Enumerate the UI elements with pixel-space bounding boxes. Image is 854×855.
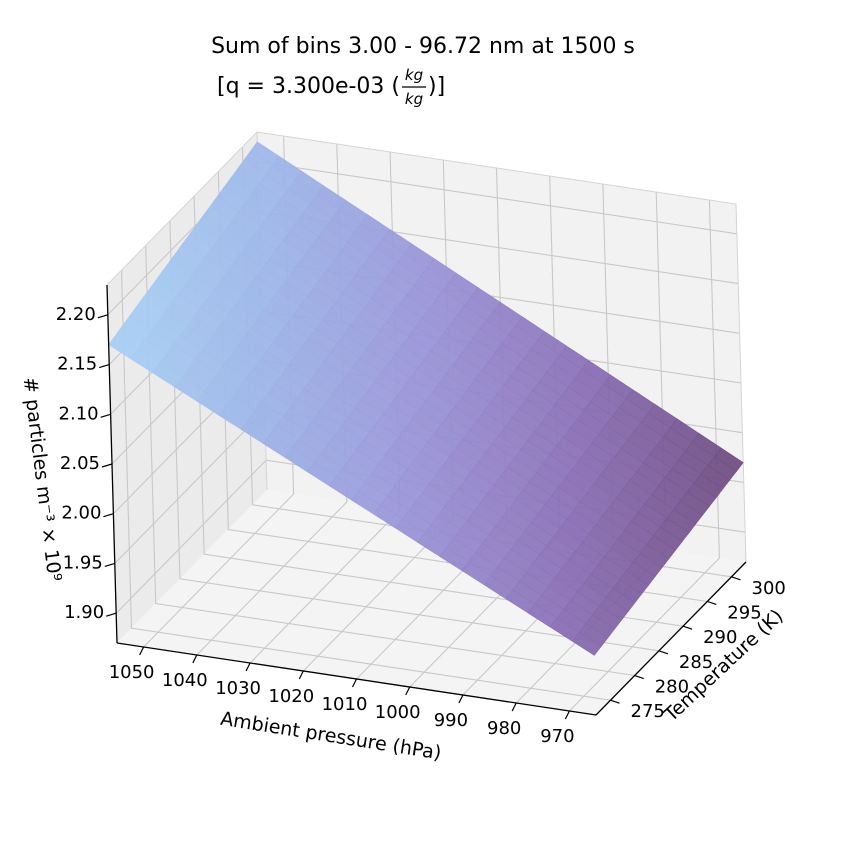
- y-tick-mark: [731, 576, 741, 581]
- title-unit-denominator: kg: [405, 90, 423, 108]
- y-tick-label: 300: [752, 578, 786, 599]
- x-tick-mark: [351, 678, 358, 688]
- y-tick-label: 290: [703, 627, 737, 648]
- x-tick-mark: [298, 670, 304, 680]
- chart-title: Sum of bins 3.00 - 96.72 nm at 1500 s [q…: [211, 34, 635, 108]
- x-tick-label: 980: [487, 718, 521, 739]
- gridline-x: [569, 199, 720, 712]
- z-tick-label: 2.20: [56, 304, 96, 325]
- x-tick-mark: [139, 646, 145, 656]
- surface-mesh: [108, 141, 744, 656]
- x-tick-mark: [511, 702, 517, 712]
- y-tick-mark: [682, 625, 693, 630]
- z-tick-mark: [100, 413, 111, 418]
- z-tick-label: 1.90: [64, 602, 104, 623]
- x-tick-label: 1000: [375, 702, 421, 723]
- z-axis-ticks: 1.90 1.95 2.00 2.05 2.10 2.15 2.20: [56, 304, 117, 623]
- x-tick-label: 1050: [109, 662, 155, 683]
- x-tick-label: 1030: [215, 678, 261, 699]
- x-tick-mark: [458, 694, 464, 704]
- z-tick-mark: [104, 562, 115, 568]
- surface-facet: [571, 631, 602, 656]
- z-tick-mark: [97, 314, 109, 319]
- z-tick-label: 2.10: [59, 403, 99, 424]
- z-tick-mark: [101, 463, 113, 468]
- x-axis-ticks: 1050 1040 1030 1020 1010 1000 990 980 970: [109, 646, 575, 747]
- y-tick-mark: [610, 699, 620, 704]
- x-tick-label: 1020: [268, 686, 314, 707]
- title-line-2: [q = 3.300e-03 ( kg kg )]: [217, 66, 445, 108]
- z-tick-mark: [99, 363, 110, 369]
- title-line-2-prefix: [q = 3.300e-03 (: [217, 74, 400, 99]
- title-unit-numerator: kg: [405, 66, 423, 84]
- y-tick-label: 275: [631, 701, 665, 722]
- y-tick-mark: [707, 600, 717, 606]
- x-tick-label: 970: [540, 726, 574, 747]
- z-tick-label: 2.05: [60, 453, 100, 474]
- z-tick-mark: [103, 513, 114, 518]
- x-tick-label: 1010: [322, 694, 368, 715]
- x-tick-mark: [245, 662, 251, 672]
- z-tick-mark: [105, 612, 117, 617]
- x-tick-mark: [564, 710, 570, 720]
- y-tick-label: 285: [679, 652, 713, 673]
- z-tick-label: 2.15: [57, 354, 97, 375]
- pane-edge: [106, 131, 747, 563]
- gridline-y: [120, 270, 611, 701]
- y-tick-mark: [658, 650, 669, 655]
- title-line-2-suffix: )]: [428, 74, 445, 99]
- z-tick-label: 1.95: [63, 552, 103, 573]
- x-tick-label: 990: [434, 710, 468, 731]
- y-tick-label: 280: [655, 677, 689, 698]
- y-axis-line: [595, 561, 747, 716]
- y-tick-label: 295: [727, 603, 761, 624]
- x-tick-label: 1040: [162, 670, 208, 691]
- title-line-1: Sum of bins 3.00 - 96.72 nm at 1500 s: [211, 34, 635, 59]
- x-tick-mark: [405, 686, 411, 696]
- x-tick-mark: [192, 654, 198, 664]
- z-tick-label: 2.00: [61, 503, 101, 524]
- y-tick-mark: [634, 674, 644, 680]
- y-axis-ticks: 275 280 285 290 295 300: [610, 576, 786, 722]
